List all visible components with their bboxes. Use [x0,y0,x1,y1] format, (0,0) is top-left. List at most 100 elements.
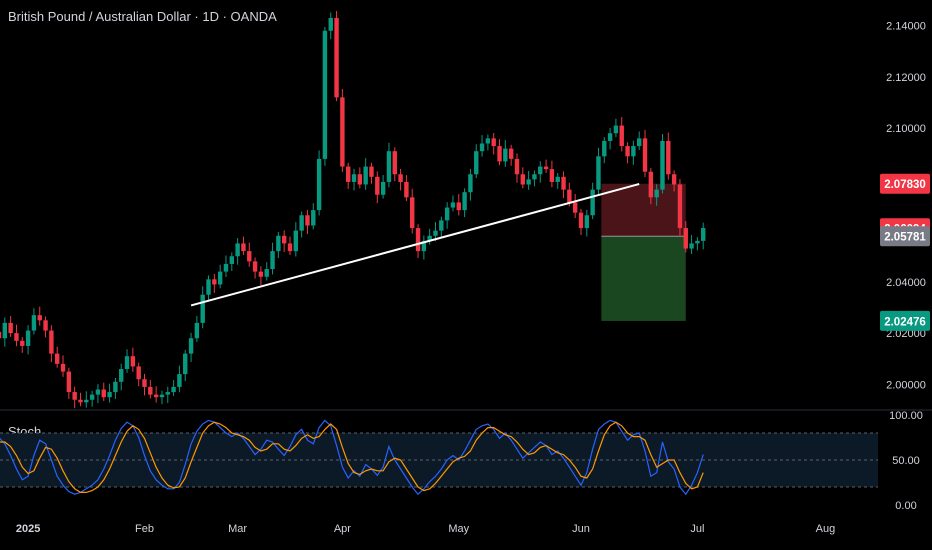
candle-body [444,207,450,221]
price-tag-label: 2.05781 [884,232,926,244]
candle-body [264,269,269,277]
candle-body [607,133,613,141]
price-tag-bg [880,310,930,331]
candle-body [631,146,636,157]
candles [0,11,706,409]
candle-body [421,240,427,252]
candle-body [520,174,525,185]
candle-body [508,148,514,159]
candle-body [468,174,473,193]
candle-body [637,138,642,147]
time-tick-label: Jul [690,523,704,535]
price-tick-label: 2.04000 [886,277,926,289]
candle-body [346,166,351,182]
candle-body [561,176,566,190]
candle-body [375,176,380,195]
candle-body [479,143,485,152]
candle-body [95,389,101,395]
candle-body [602,140,607,157]
candle-body [660,140,665,190]
candle-body [241,243,246,252]
time-tick-label: Apr [334,523,351,535]
candle-body [619,125,624,147]
candle-body [485,138,491,144]
candle-body [159,394,165,398]
stoch-k-line [0,419,704,496]
price-tick-label: 2.14000 [886,21,926,33]
candle-body [49,330,54,354]
candle-body [281,235,287,244]
candle-body [311,210,316,226]
candle-body [677,184,683,229]
trendline-group [190,183,640,307]
candle-body [439,220,444,231]
candle-body [671,174,677,185]
price-tag-label: 2.07830 [884,179,926,191]
candle-body [328,17,333,31]
candle-body [258,271,264,277]
candle-body [491,138,496,147]
candle-body [654,189,659,198]
stoch-tick-label: 0.00 [895,500,916,512]
candle-body [549,169,555,182]
candle-body [695,240,700,244]
candle-body [212,279,217,285]
candle-body [567,189,572,203]
candle-body [450,202,456,208]
candle-body [206,279,211,295]
candle-body [596,156,601,190]
candle-body [229,256,234,264]
price-tick-label: 2.02000 [886,328,926,340]
candle-body [31,315,37,331]
candle-body [392,151,397,175]
candle-body [89,394,95,400]
candle-body [474,151,479,175]
time-tick-label: May [448,523,469,535]
candle-body [305,215,310,226]
candle-body [613,125,619,134]
candle-body [43,320,48,331]
candle-body [276,235,281,252]
price-tick-label: 2.10000 [886,123,926,135]
candle-body [404,181,409,198]
candle-body [380,181,386,195]
trendline [190,183,640,307]
candle-body [299,215,304,231]
candle-body [357,174,363,185]
chart-title: British Pound / Australian Dollar · 1D ·… [8,9,277,24]
time-tick-label: Aug [816,523,836,535]
price-tick-label: 2.12000 [886,72,926,84]
candle-body [538,166,543,175]
candle-body [427,235,432,241]
candle-body [666,140,671,175]
candle-body [322,30,328,159]
candle-body [334,17,339,98]
candle-body [433,230,438,236]
candle-body [514,158,520,175]
candle-body [194,322,200,339]
candle-body [526,179,531,185]
time-tick-label: Feb [135,523,154,535]
candle-body [462,192,467,211]
candle-body [136,366,141,380]
candle-body [153,394,159,398]
candle-body [532,174,537,180]
stoch-lines [0,419,704,496]
candle-body [590,189,595,216]
candle-body [316,158,322,211]
candle-body [235,243,240,257]
candle-body [578,212,584,229]
candle-body [217,271,223,285]
axes: 2.14000 2.12000 2.10000 2.04000 2.02000 2.000… [16,21,926,535]
candle-body [165,392,170,395]
candle-body [188,338,194,354]
candle-body [543,166,549,170]
stoch-tick-label: 100.00 [889,410,923,422]
price-tag-bg [880,226,930,247]
candle-body [148,386,153,395]
stop-loss-zone [601,183,686,237]
candle-body [124,356,130,369]
candle-body [648,171,654,198]
time-tick-label: Jun [572,523,590,535]
